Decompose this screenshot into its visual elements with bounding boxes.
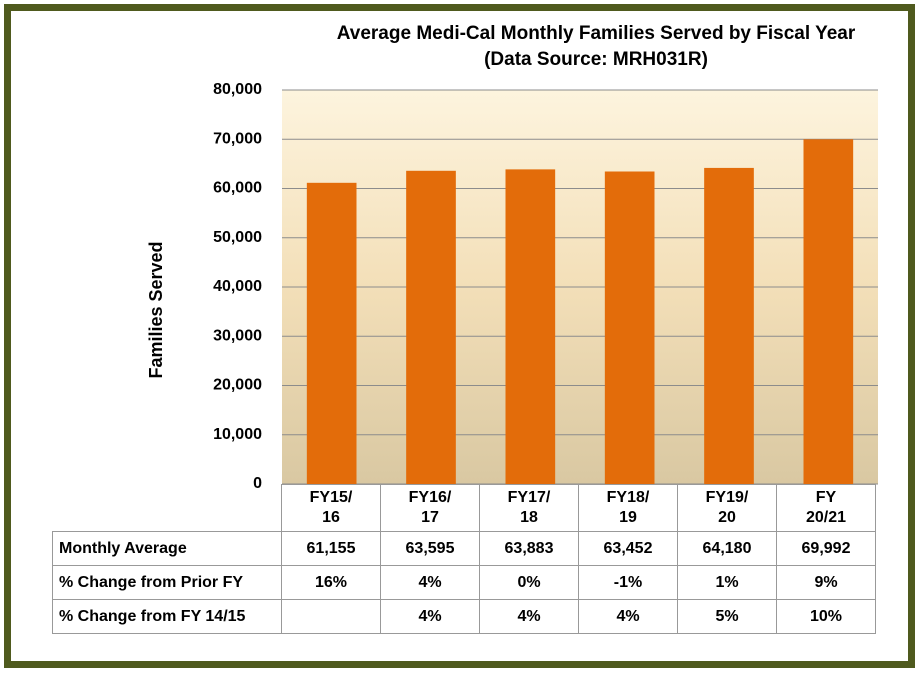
row-label: % Change from FY 14/15 (52, 599, 282, 634)
table-cell: 63,595 (380, 531, 480, 566)
table-cell: 4% (380, 599, 480, 634)
y-tick-label: 70,000 (213, 130, 262, 147)
chart-title: Average Medi-Cal Monthly Families Served… (337, 23, 856, 44)
table-cell: 0% (479, 565, 579, 600)
table-corner (53, 485, 282, 532)
table-cell: 63,883 (479, 531, 579, 566)
table-cell: 63,452 (578, 531, 678, 566)
table-cell: 1% (677, 565, 777, 600)
table-cell: 61,155 (281, 531, 381, 566)
bar (505, 169, 556, 484)
y-tick-label: 50,000 (213, 229, 262, 246)
bar (306, 182, 357, 484)
chart-subtitle: (Data Source: MRH031R) (484, 49, 708, 70)
x-tick-label: FY15/ 16 (281, 484, 381, 532)
x-tick-label: FY17/ 18 (479, 484, 579, 532)
row-label: Monthly Average (52, 531, 282, 566)
table-row: FY15/ 16 FY16/ 17 FY17/ 18 FY18/ 19 FY19/ 20… (53, 484, 876, 532)
table-cell: 4% (479, 599, 579, 634)
bar (406, 170, 456, 485)
table-cell: 4% (380, 565, 480, 600)
y-tick-label: 20,000 (213, 377, 262, 394)
y-tick-label: 30,000 (213, 327, 262, 344)
y-tick-label: 40,000 (213, 278, 262, 295)
table-row: % Change from FY 14/15 4% 4% 4% 5% 10% (52, 599, 876, 634)
table-cell (281, 599, 381, 634)
table-cell: 69,992 (776, 531, 876, 566)
table-cell: 9% (776, 565, 876, 600)
y-tick-label: 60,000 (213, 180, 262, 197)
x-tick-label: FY16/ 17 (380, 484, 480, 532)
row-label: % Change from Prior FY (52, 565, 282, 600)
table-row: Monthly Average 61,155 63,595 63,883 63,452 6… (52, 531, 876, 566)
table-cell: 4% (578, 599, 678, 634)
y-tick-label: 80,000 (213, 81, 262, 98)
table-cell: 10% (776, 599, 876, 634)
table-cell: 16% (281, 565, 381, 600)
y-tick-label: 10,000 (213, 426, 262, 443)
data-table: FY15/ 16 FY16/ 17 FY17/ 18 FY18/ 19 FY19/ 20… (52, 484, 876, 634)
x-tick-label: FY 20/21 (776, 484, 876, 532)
x-tick-label: FY19/ 20 (677, 484, 777, 532)
bar (704, 167, 754, 484)
table-cell: -1% (578, 565, 678, 600)
y-axis-label: Families Served (146, 241, 166, 378)
y-tick-label: 0 (253, 475, 262, 492)
x-tick-label: FY18/ 19 (578, 484, 678, 532)
bar (604, 171, 655, 484)
table-row: % Change from Prior FY 16% 4% 0% -1% 1% 9% (52, 565, 876, 600)
bar (803, 139, 854, 484)
table-cell: 5% (677, 599, 777, 634)
table-cell: 64,180 (677, 531, 777, 566)
